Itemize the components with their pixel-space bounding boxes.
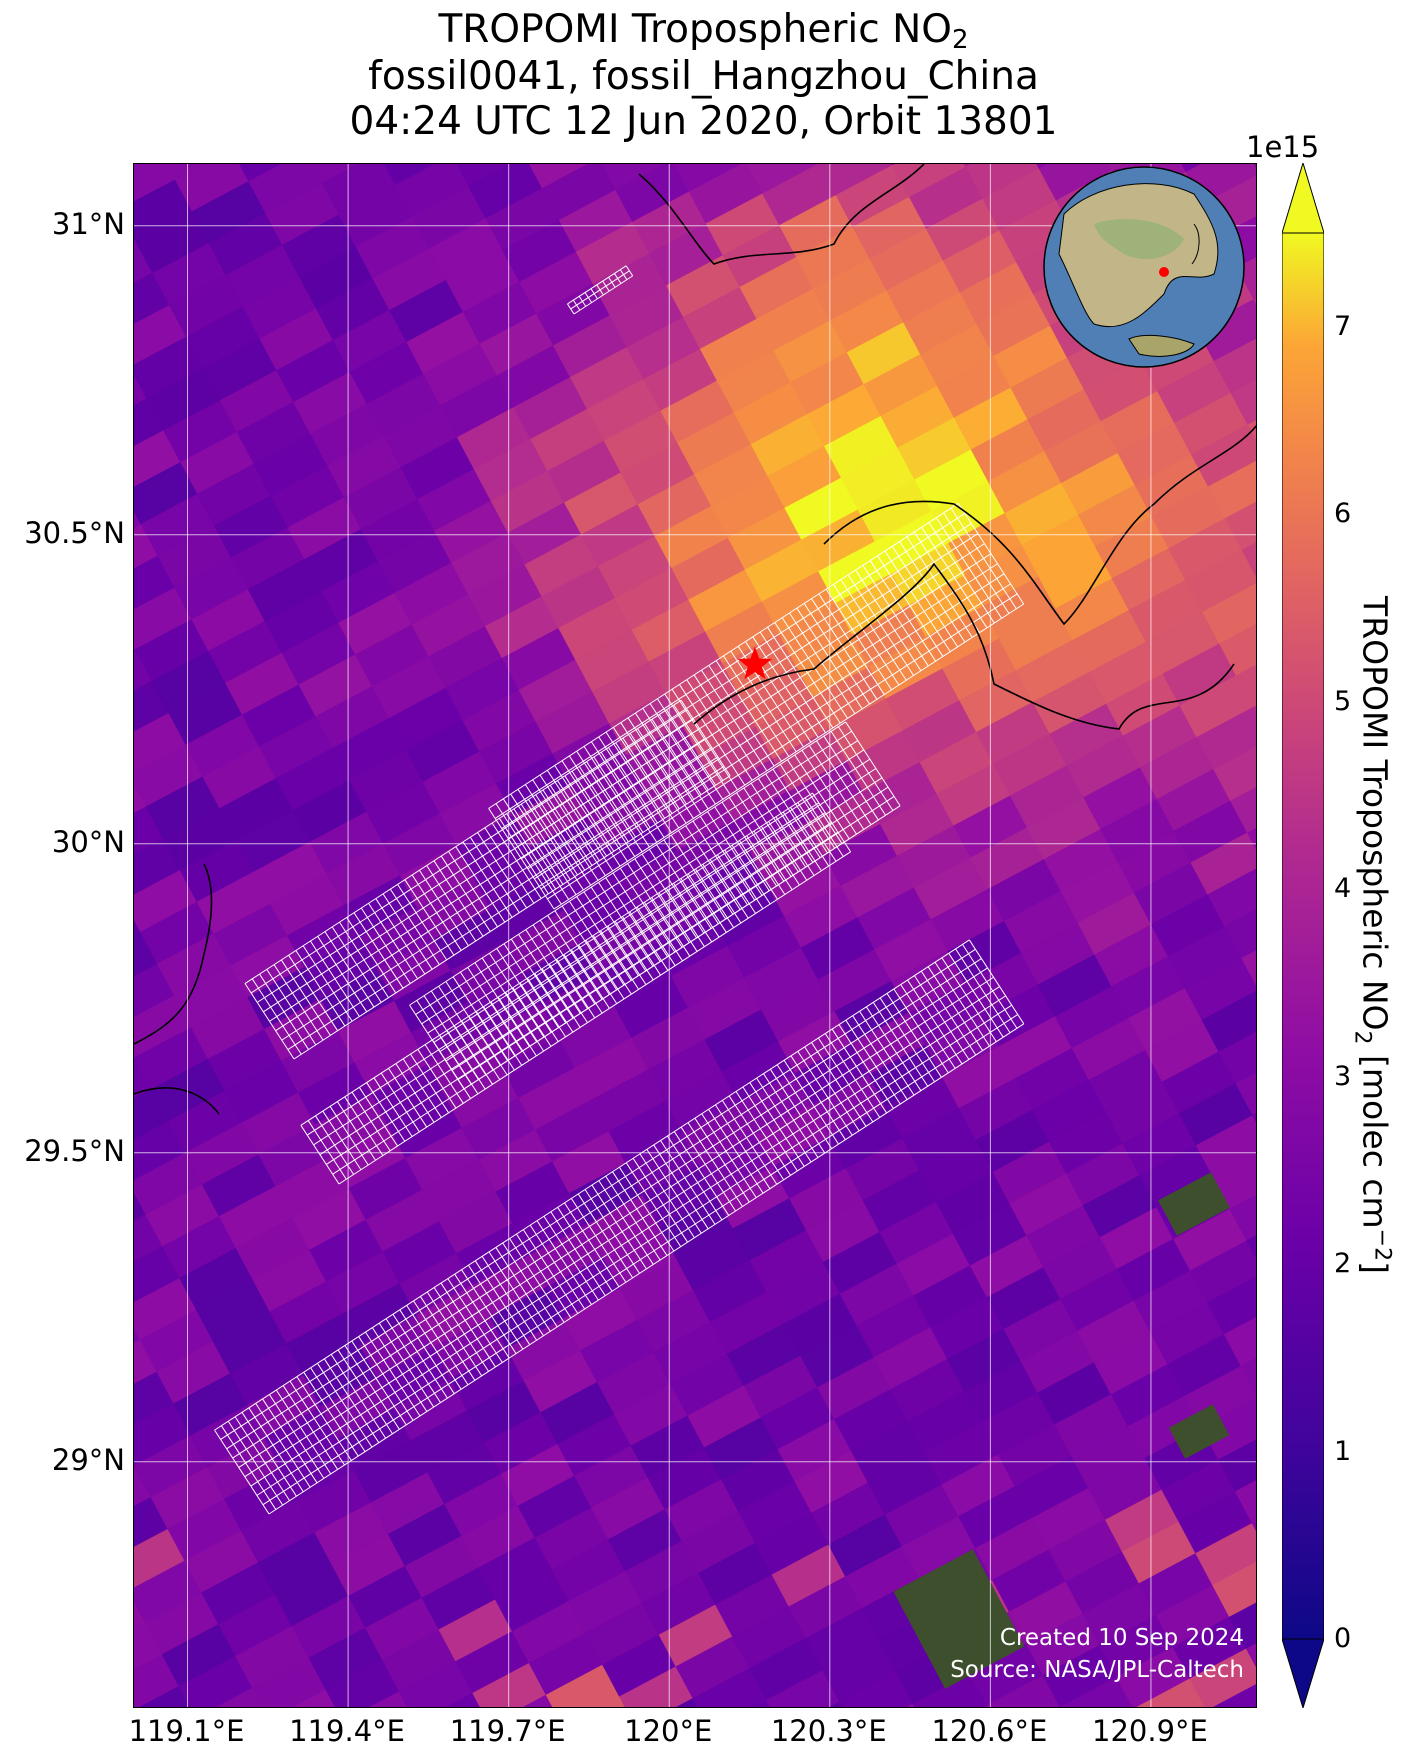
colorbar-max-extend — [1282, 163, 1324, 234]
map-panel[interactable]: Created 10 Sep 2024 Source: NASA/JPL-Cal… — [133, 163, 1257, 1708]
title-line-1: TROPOMI Tropospheric NO2 — [0, 8, 1407, 62]
title-line-2: fossil0041, fossil_Hangzhou_China — [368, 54, 1039, 99]
colorbar-exponent: 1e15 — [1246, 130, 1320, 164]
lat-label: 29.5°N — [24, 1133, 125, 1168]
credit-created: Created 10 Sep 2024 — [999, 1625, 1244, 1651]
credit-source: Source: NASA/JPL-Caltech — [950, 1657, 1244, 1683]
colorbar-label-text: TROPOMI Tropospheric NO — [1355, 596, 1395, 1031]
lon-label: 119.4°E — [289, 1714, 406, 1748]
target-swath-layer — [214, 265, 1025, 1515]
colorbar-tick-label: 2 — [1334, 1248, 1352, 1280]
lat-label: 30.5°N — [24, 515, 125, 550]
coastline-layer — [134, 164, 1256, 1115]
colorbar-label-end: ] — [1355, 1261, 1395, 1274]
lat-label: 30°N — [51, 824, 125, 859]
lat-label: 31°N — [51, 206, 125, 241]
lon-label: 120.3°E — [770, 1714, 887, 1748]
lon-label: 120.9°E — [1092, 1714, 1208, 1748]
globe-inset — [1043, 166, 1245, 368]
title-line-3: 04:24 UTC 12 Jun 2020, Orbit 13801 — [349, 99, 1058, 144]
colorbar-label: TROPOMI Tropospheric NO2 [molec cm−2] — [1350, 596, 1395, 1274]
title-text: TROPOMI Tropospheric NO — [438, 7, 952, 52]
lon-label: 119.7°E — [449, 1714, 566, 1748]
site-marker-layer — [737, 646, 772, 680]
colorbar-min-extend — [1282, 1638, 1324, 1708]
lon-label: 120.6°E — [931, 1714, 1048, 1748]
map-canvas — [134, 164, 1256, 1707]
colorbar-tick-label: 0 — [1334, 1623, 1352, 1654]
site-marker-star — [737, 646, 772, 680]
title-subscript: 2 — [951, 25, 969, 55]
colorbar-tick-label: 3 — [1334, 1060, 1352, 1092]
colorbar-tick-label: 4 — [1334, 873, 1352, 905]
lon-label: 119.1°E — [128, 1714, 245, 1748]
colorbar — [1282, 163, 1324, 1708]
colorbar-tick-label: 5 — [1334, 685, 1352, 717]
colorbar-tick-label: 7 — [1334, 310, 1352, 342]
gridline-layer — [134, 164, 1256, 1707]
colorbar-label-units: [molec cm — [1355, 1044, 1395, 1229]
colorbar-label-sup: −2 — [1369, 1228, 1395, 1262]
colorbar-tick-label: 6 — [1334, 498, 1352, 530]
colorbar-body — [1282, 233, 1324, 1639]
colorbar-tick-label: 1 — [1334, 1435, 1352, 1467]
globe-site-marker — [1159, 267, 1169, 277]
lon-label: 120°E — [624, 1714, 713, 1748]
colorbar-label-sub: 2 — [1349, 1030, 1375, 1045]
lat-label: 29°N — [51, 1442, 125, 1477]
